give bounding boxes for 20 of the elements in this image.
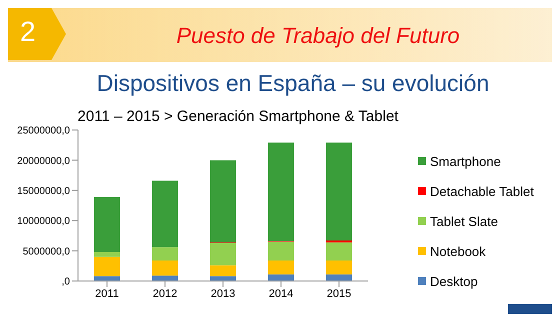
chart-title: Dispositivos en España – su evolución: [96, 70, 490, 97]
legend-label: Notebook: [429, 242, 487, 260]
x-tick-label: 2013: [210, 288, 236, 300]
x-tick-label: 2012: [152, 288, 178, 300]
x-tick-label: 2014: [268, 288, 294, 300]
legend-label: Detachable Tablet: [429, 182, 534, 200]
x-tick-label: 2011: [95, 288, 119, 300]
text: Puesto de Trabajo del Futuro: [175, 23, 461, 49]
legend-label: Desktop: [429, 272, 479, 291]
x-tick-label: 2015: [326, 288, 352, 300]
y-tick-label: 5000000,0: [22, 246, 70, 258]
chart-subtitle: 2011 – 2015 > Generación Smartphone & Tablet: [76, 108, 400, 125]
legend-label: Smartphone: [429, 152, 502, 171]
y-tick-label: 10000000,0: [17, 216, 70, 228]
y-tick-label: 15000000,0: [17, 186, 70, 197]
y-tick-label: 25000000,0: [17, 126, 70, 137]
y-tick-label: ,0: [62, 276, 70, 288]
legend-label: Tablet Slate: [429, 212, 499, 230]
text: 2: [20, 16, 36, 48]
y-tick-label: 20000000,0: [17, 156, 70, 167]
